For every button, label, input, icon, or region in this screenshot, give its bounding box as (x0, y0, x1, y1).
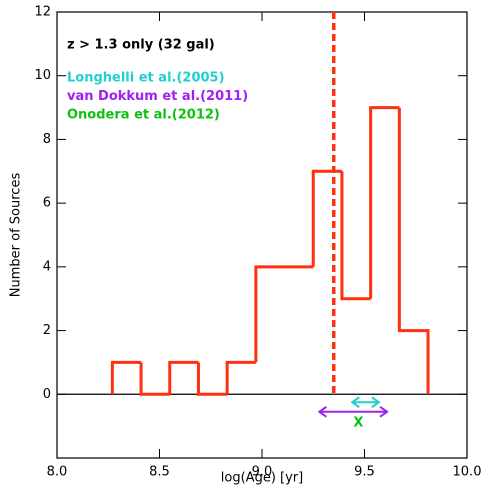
y-tick-label: 6 (43, 196, 51, 211)
x-tick-label: 8.0 (47, 465, 68, 480)
histogram-bar (225, 360, 256, 395)
histogram-bar (168, 360, 199, 395)
histogram-bar (110, 360, 142, 395)
histogram-bar (254, 265, 285, 363)
histogram-bar (369, 106, 400, 299)
histogram-bar (196, 362, 228, 396)
arrow-head (350, 396, 381, 409)
legend-label: Longhelli et al.(2005) (67, 71, 225, 86)
legend-label: Onodera et al.(2012) (67, 108, 220, 123)
x-tick-label: 10.0 (453, 465, 482, 480)
y-tick-label: 10 (34, 68, 51, 83)
y-axis-label: Number of Sources (9, 173, 24, 298)
histogram-bar (340, 171, 371, 301)
histogram-bar (397, 107, 430, 395)
y-tick-label: 8 (43, 132, 51, 147)
annotation: z > 1.3 only (32 gal) (67, 38, 215, 53)
x-axis-label: log(Age) [yr] (221, 471, 303, 486)
arrow-head (317, 405, 389, 418)
y-tick-label: 4 (43, 259, 51, 274)
y-tick-label: 0 (43, 387, 51, 402)
histogram-bar (139, 362, 170, 396)
y-tick-label: 2 (43, 323, 51, 338)
x-tick-label: 8.5 (149, 465, 170, 480)
marker: X (353, 415, 363, 430)
x-tick-label: 9.0 (252, 465, 273, 480)
histogram-bar (311, 169, 342, 267)
legend-label: van Dokkum et al.(2011) (67, 89, 248, 104)
x-tick-label: 9.5 (354, 465, 375, 480)
y-tick-label: 12 (34, 5, 51, 20)
